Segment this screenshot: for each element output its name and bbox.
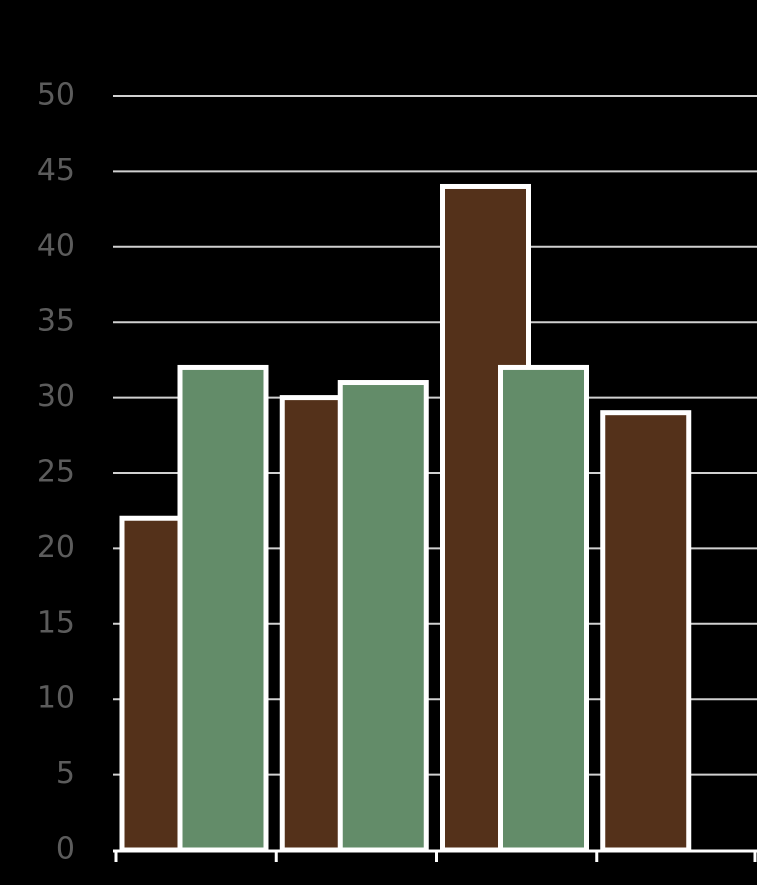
y-tick-label: 40 [37, 228, 75, 263]
bar [498, 364, 589, 853]
bar [600, 410, 692, 853]
bar [337, 380, 429, 853]
y-tick-label: 50 [37, 78, 75, 113]
y-tick-label: 30 [37, 379, 75, 414]
y-tick-label: 25 [37, 455, 75, 490]
bar [177, 364, 269, 853]
y-tick-label: 10 [37, 681, 75, 716]
y-tick-label: 35 [37, 304, 75, 339]
y-tick-label: 20 [37, 530, 75, 565]
y-tick-label: 5 [56, 756, 75, 791]
y-tick-label: 15 [37, 605, 75, 640]
y-tick-label: 0 [56, 832, 75, 867]
y-tick-label: 45 [37, 153, 75, 188]
